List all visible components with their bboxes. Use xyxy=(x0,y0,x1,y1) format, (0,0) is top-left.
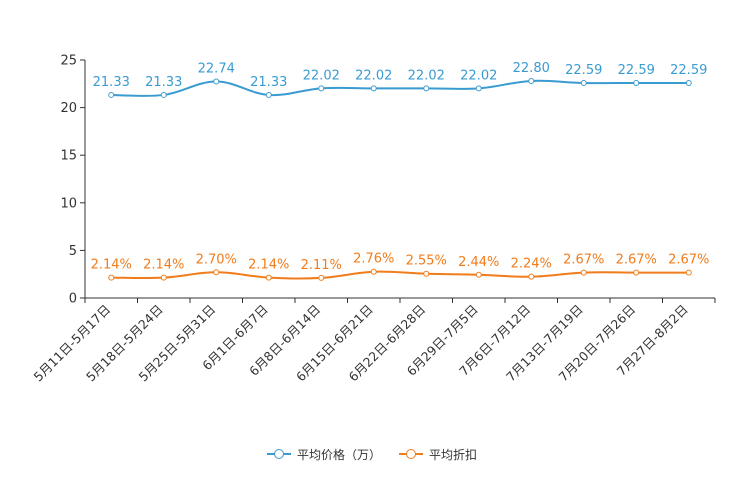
y-tick-label: 25 xyxy=(60,54,77,69)
data-label: 2.44% xyxy=(458,255,499,270)
legend-price-marker-icon xyxy=(266,448,291,460)
data-label: 22.02 xyxy=(303,68,340,83)
data-label: 22.59 xyxy=(670,63,707,78)
data-point xyxy=(160,91,167,98)
data-point xyxy=(213,269,220,276)
data-label: 21.33 xyxy=(250,75,287,90)
data-point xyxy=(633,269,640,276)
data-point xyxy=(685,269,692,276)
data-point xyxy=(370,268,377,275)
data-label: 2.76% xyxy=(353,252,394,267)
data-label: 2.14% xyxy=(248,258,289,273)
data-label: 21.33 xyxy=(145,75,182,90)
data-label: 2.11% xyxy=(301,258,342,273)
y-tick-label: 10 xyxy=(60,196,77,211)
data-label: 2.14% xyxy=(143,258,184,273)
data-point xyxy=(160,274,167,281)
data-label: 22.02 xyxy=(460,68,497,83)
data-point xyxy=(528,77,535,84)
data-label: 22.74 xyxy=(198,62,235,77)
data-point xyxy=(318,85,325,92)
data-point xyxy=(108,91,115,98)
y-tick-label: 5 xyxy=(69,244,77,259)
series-line-discount xyxy=(111,270,689,280)
data-label: 21.33 xyxy=(93,75,130,90)
data-point xyxy=(265,274,272,281)
data-point xyxy=(633,79,640,86)
data-point xyxy=(423,270,430,277)
data-point xyxy=(265,91,272,98)
legend-item-price[interactable]: 平均价格（万） xyxy=(266,446,381,463)
y-tick-label: 0 xyxy=(69,292,77,307)
legend-discount-label: 平均折扣 xyxy=(429,447,478,462)
data-point xyxy=(423,85,430,92)
data-point xyxy=(580,269,587,276)
data-label: 22.02 xyxy=(408,68,445,83)
data-point xyxy=(108,274,115,281)
data-label: 22.02 xyxy=(355,68,392,83)
y-tick-label: 15 xyxy=(60,149,77,164)
data-label: 2.70% xyxy=(196,252,237,267)
data-point xyxy=(318,274,325,281)
data-label: 2.14% xyxy=(91,258,132,273)
data-label: 22.59 xyxy=(565,63,602,78)
data-label: 2.24% xyxy=(511,257,552,272)
data-point xyxy=(685,79,692,86)
data-point xyxy=(475,271,482,278)
legend: 平均价格（万） 平均折扣 xyxy=(0,444,744,464)
legend-item-discount[interactable]: 平均折扣 xyxy=(399,446,477,463)
data-label: 2.55% xyxy=(406,254,447,269)
data-point xyxy=(475,85,482,92)
data-point xyxy=(528,273,535,280)
data-label: 2.67% xyxy=(616,253,657,268)
legend-discount-marker-icon xyxy=(399,448,423,460)
y-tick-label: 20 xyxy=(60,101,77,116)
data-label: 2.67% xyxy=(668,253,709,268)
data-label: 2.67% xyxy=(563,253,604,268)
line-chart: 05101520255月11日-5月17日5月18日-5月24日5月25日-5月… xyxy=(30,54,716,384)
data-point xyxy=(213,78,220,85)
data-point xyxy=(370,85,377,92)
data-point xyxy=(580,79,587,86)
series-line-price xyxy=(111,79,689,98)
data-label: 22.80 xyxy=(513,61,550,76)
data-label: 22.59 xyxy=(618,63,655,78)
legend-price-label: 平均价格（万） xyxy=(296,447,381,462)
